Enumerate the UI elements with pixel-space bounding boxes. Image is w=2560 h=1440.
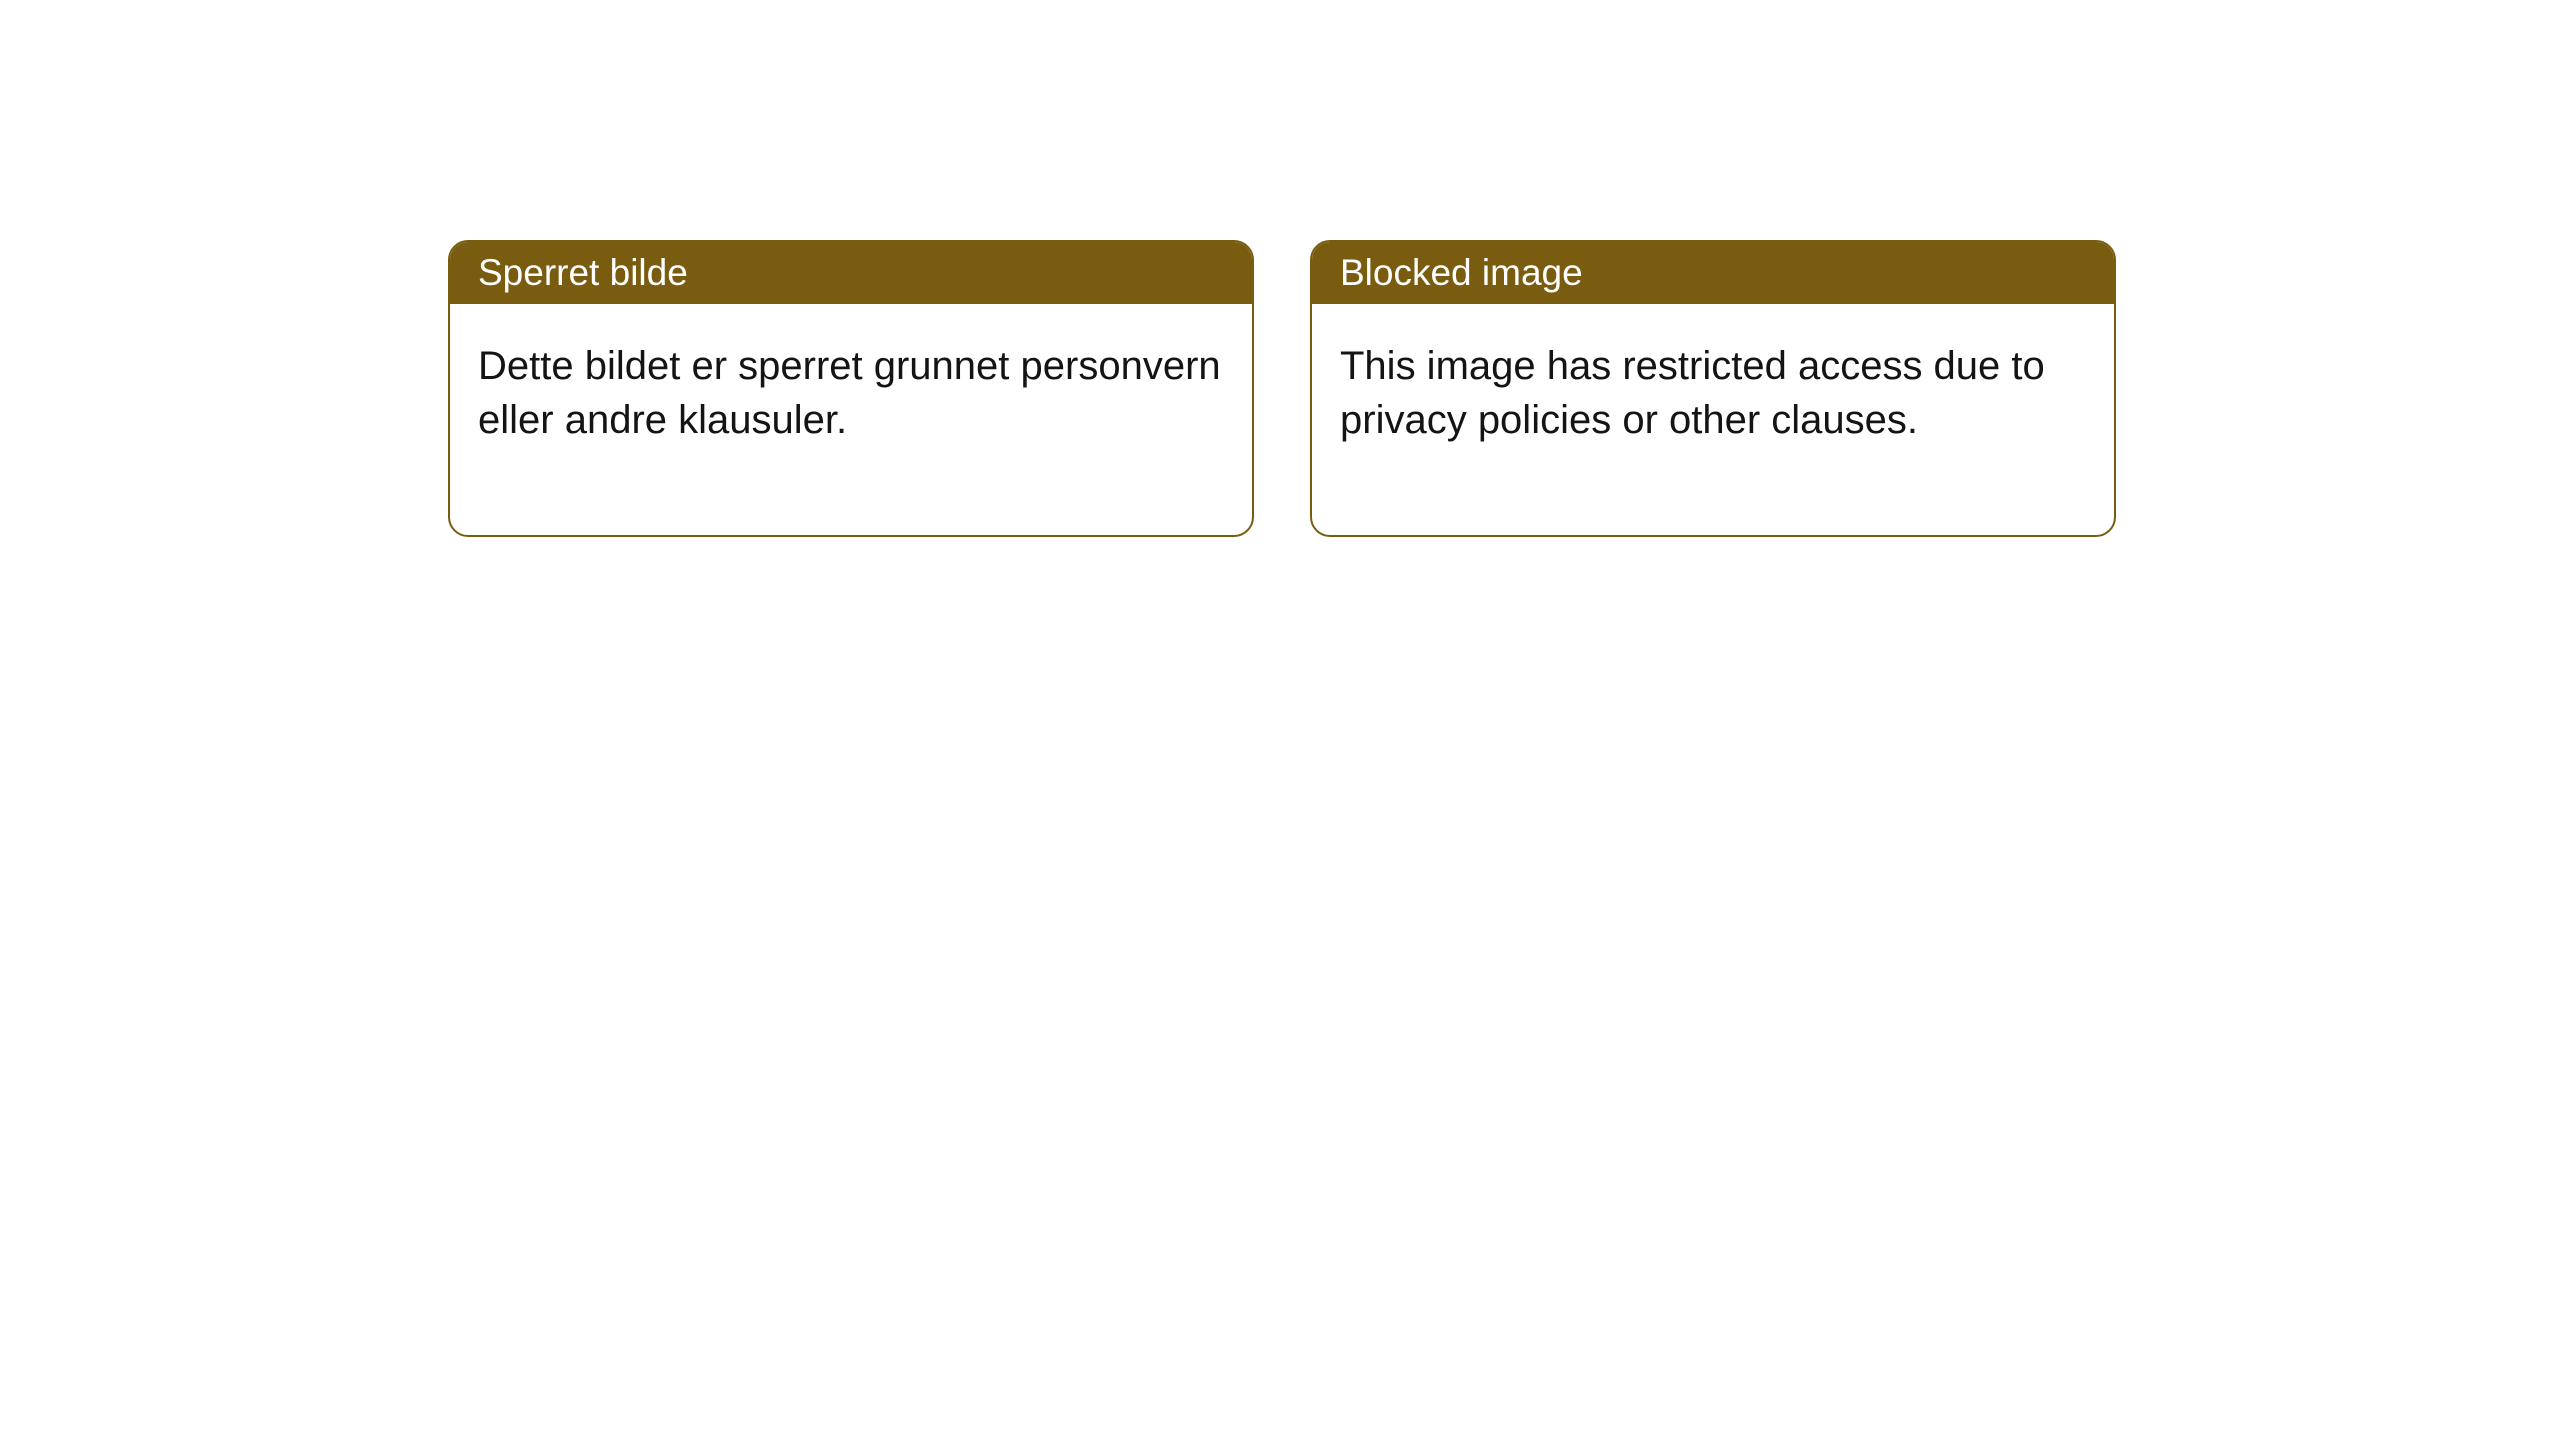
notice-card-title: Sperret bilde (450, 242, 1252, 304)
notice-container: Sperret bilde Dette bildet er sperret gr… (0, 0, 2560, 537)
notice-card-body: Dette bildet er sperret grunnet personve… (450, 304, 1252, 535)
notice-card-english: Blocked image This image has restricted … (1310, 240, 2116, 537)
notice-card-title: Blocked image (1312, 242, 2114, 304)
notice-card-norwegian: Sperret bilde Dette bildet er sperret gr… (448, 240, 1254, 537)
notice-card-body: This image has restricted access due to … (1312, 304, 2114, 535)
